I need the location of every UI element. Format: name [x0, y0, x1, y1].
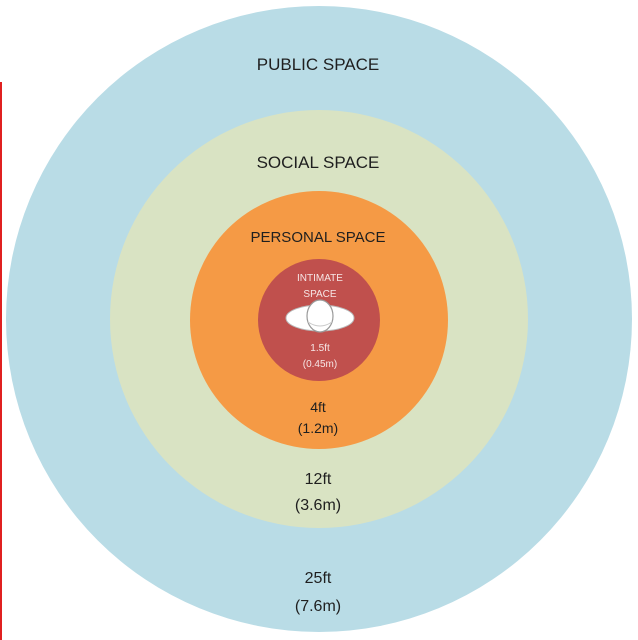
- social-distance-ft: 12ft: [305, 471, 332, 488]
- intimate-space-label-line1: INTIMATE: [297, 273, 343, 284]
- public-distance-m: (7.6m): [295, 598, 341, 615]
- public-space-label: PUBLIC SPACE: [257, 55, 380, 74]
- intimate-distance-ft: 1.5ft: [310, 343, 330, 354]
- intimate-distance-m: (0.45m): [303, 359, 337, 370]
- social-distance-m: (3.6m): [295, 497, 341, 514]
- social-space-label: SOCIAL SPACE: [257, 153, 380, 172]
- person-top-view-icon: [285, 299, 355, 333]
- public-distance-ft: 25ft: [305, 570, 332, 587]
- intimate-space-label-line2: SPACE: [303, 289, 336, 300]
- personal-space-label: PERSONAL SPACE: [250, 229, 385, 246]
- personal-distance-ft: 4ft: [310, 399, 326, 415]
- personal-distance-m: (1.2m): [298, 420, 338, 436]
